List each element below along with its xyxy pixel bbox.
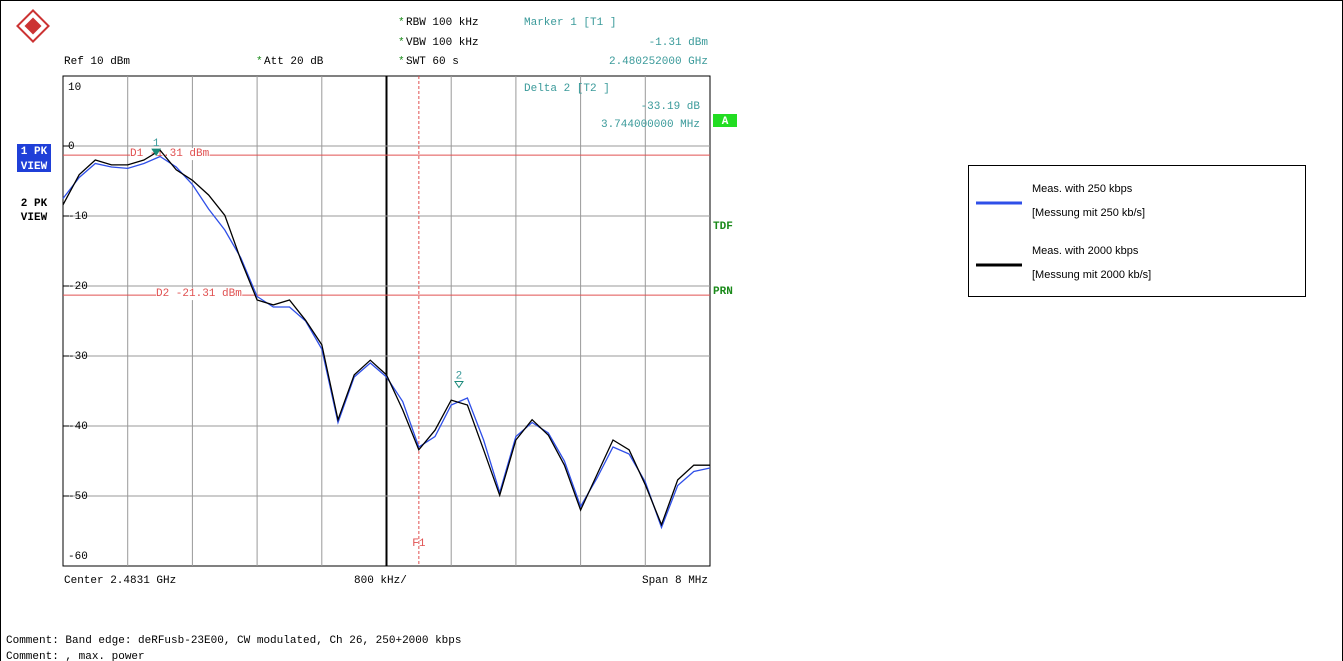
division: 800 kHz/	[354, 575, 407, 587]
legend-label: Meas. with 250 kbps	[1032, 183, 1133, 195]
marker-label: 2	[456, 370, 463, 382]
star: *	[398, 37, 405, 49]
side-label: A	[722, 116, 729, 128]
freq-line-label: F1	[412, 538, 426, 550]
logo	[16, 9, 50, 43]
side-label: TDF	[713, 221, 733, 233]
y-tick-label: -20	[68, 281, 88, 293]
marker	[454, 381, 464, 389]
y-tick-label: -10	[68, 211, 88, 223]
y-tick-label: 0	[68, 141, 75, 153]
marker1-title: Marker 1 [T1 ]	[524, 17, 616, 29]
trace2-label: 2 PK	[21, 198, 48, 210]
y-tick-label: -60	[68, 551, 88, 563]
marker	[151, 148, 162, 157]
star: *	[398, 17, 405, 29]
star: *	[398, 56, 405, 68]
y-tick-label: -30	[68, 351, 88, 363]
rbw: RBW 100 kHz	[406, 17, 479, 29]
legend-note: [Messung mit 250 kb/s]	[1032, 207, 1145, 219]
trace1-badge	[17, 144, 51, 172]
legend-note: [Messung mit 2000 kb/s]	[1032, 269, 1151, 281]
trace2-label: VIEW	[21, 212, 48, 224]
marker-label: 1	[153, 138, 160, 150]
trace1-label: 1 PK	[21, 146, 48, 158]
side-label: PRN	[713, 286, 733, 298]
swt: SWT 60 s	[406, 56, 459, 68]
legend	[968, 165, 1306, 297]
attenuation: Att 20 dB	[264, 56, 324, 68]
vbw: VBW 100 kHz	[406, 37, 479, 49]
display-line-label: D2 -21.31 dBm	[156, 288, 242, 300]
delta2-level: -33.19 dB	[641, 101, 701, 113]
vertical-grid	[127, 76, 646, 566]
trace	[62, 149, 710, 527]
delta2-freq: 3.744000000 MHz	[601, 119, 700, 131]
legend-label: Meas. with 2000 kbps	[1032, 245, 1139, 257]
marker1-freq: 2.480252000 GHz	[609, 56, 708, 68]
y-tick-label: -50	[68, 491, 88, 503]
ref-level: Ref 10 dBm	[64, 56, 130, 68]
star: *	[256, 56, 263, 68]
y-tick-label: -40	[68, 421, 88, 433]
trace1-label: VIEW	[21, 161, 48, 173]
comment: Comment: Band edge: deRFusb-23E00, CW mo…	[6, 635, 461, 647]
center-freq: Center 2.4831 GHz	[64, 575, 176, 587]
span: Span 8 MHz	[642, 575, 708, 587]
y-tick-label: 10	[68, 82, 81, 94]
a-badge	[713, 114, 737, 127]
label-bg	[156, 288, 243, 301]
delta2-title: Delta 2 [T2 ]	[524, 83, 610, 95]
comment: Comment: , max. power	[6, 651, 145, 661]
display-line-label: D1 -1.31 dBm	[130, 148, 210, 160]
marker1-level: -1.31 dBm	[649, 37, 709, 49]
